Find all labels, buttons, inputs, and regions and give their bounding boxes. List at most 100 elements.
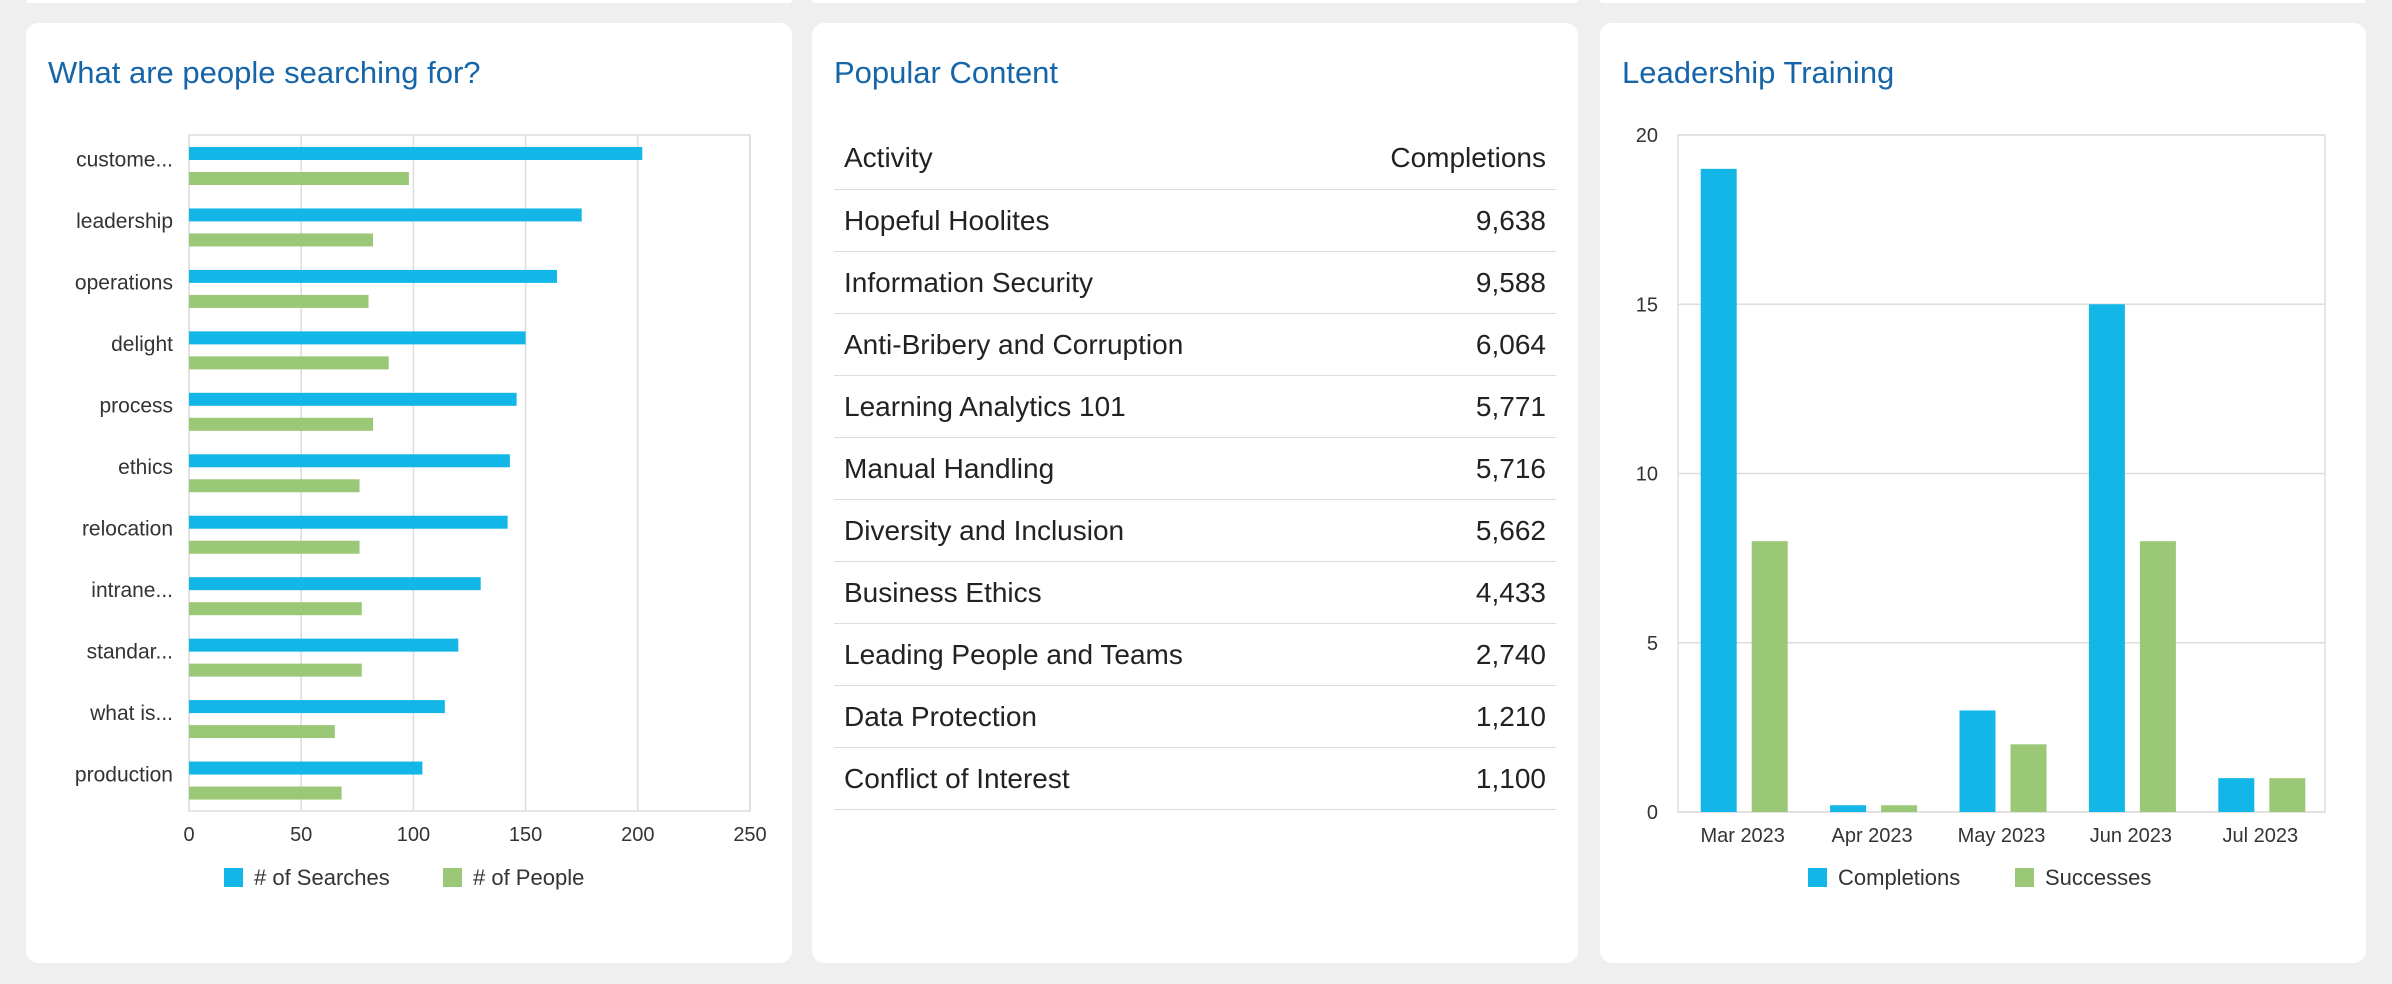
bar-searches xyxy=(189,700,445,714)
y-category-label: ethics xyxy=(118,456,173,479)
x-category-label: Mar 2023 xyxy=(1700,825,1785,847)
y-category-label: what is... xyxy=(89,702,173,725)
completions-cell: 5,662 xyxy=(1475,514,1546,546)
bar-searches xyxy=(189,515,508,529)
x-category-label: May 2023 xyxy=(1958,825,2046,847)
bar-searches xyxy=(189,392,517,406)
bar-people xyxy=(189,356,389,370)
bar-people xyxy=(189,172,409,185)
column-completions xyxy=(2088,304,2125,812)
legend-label: Completions xyxy=(1838,865,1960,890)
completions-cell: 6,064 xyxy=(1475,328,1546,360)
completions-cell: 5,771 xyxy=(1475,390,1546,422)
legend-swatch xyxy=(2015,868,2034,887)
card-title: Popular Content xyxy=(834,55,1059,90)
popular-content-card: Popular Content Activity Completions Hop… xyxy=(812,23,1578,963)
legend-label: # of People xyxy=(473,865,584,890)
y-tick-label: 10 xyxy=(1636,464,1658,486)
bar-people xyxy=(189,786,342,800)
bar-people xyxy=(189,725,335,739)
y-category-label: relocation xyxy=(82,517,173,540)
bar-people xyxy=(189,233,374,247)
bar-searches xyxy=(189,147,643,160)
activity-cell: Conflict of Interest xyxy=(844,762,1070,794)
bar-searches xyxy=(189,331,526,345)
column-successes xyxy=(2010,744,2047,812)
bar-people xyxy=(189,417,374,431)
bar-people xyxy=(189,663,362,677)
bar-people xyxy=(189,294,369,308)
column-completions xyxy=(1700,168,1737,813)
y-tick-label: 20 xyxy=(1636,125,1658,147)
legend-swatch xyxy=(443,868,462,887)
activity-cell: Hopeful Hoolites xyxy=(844,204,1050,236)
x-tick-label: 50 xyxy=(290,824,312,846)
bar-people xyxy=(189,479,360,493)
plot-area xyxy=(1677,134,2326,813)
activity-cell: Business Ethics xyxy=(844,576,1042,608)
column-successes xyxy=(2269,778,2306,812)
activity-cell: Diversity and Inclusion xyxy=(844,514,1125,546)
table-row[interactable]: Diversity and Inclusion 5,662 xyxy=(834,500,1556,562)
completions-cell: 1,210 xyxy=(1475,700,1546,732)
x-tick-label: 150 xyxy=(509,824,542,846)
completions-cell: 9,588 xyxy=(1475,266,1546,298)
bar-people xyxy=(189,602,362,616)
completions-cell: 9,638 xyxy=(1475,204,1546,236)
activity-cell: Learning Analytics 101 xyxy=(844,390,1126,422)
bar-searches xyxy=(189,269,558,283)
column-header-completions[interactable]: Completions xyxy=(1390,142,1546,173)
bar-searches xyxy=(189,577,481,591)
table-row[interactable]: Leading People and Teams 2,740 xyxy=(834,624,1556,686)
x-category-label: Jul 2023 xyxy=(2222,825,2298,847)
completions-cell: 5,716 xyxy=(1475,452,1546,484)
table-row[interactable]: Information Security 9,588 xyxy=(834,252,1556,314)
bar-searches xyxy=(189,208,582,222)
y-category-label: production xyxy=(75,763,173,786)
plot-area xyxy=(188,134,751,812)
bar-searches xyxy=(189,454,510,468)
activity-cell: Data Protection xyxy=(844,700,1037,732)
legend-label: Successes xyxy=(2045,865,2151,890)
column-completions xyxy=(1959,710,1996,812)
y-category-label: leadership xyxy=(76,210,173,233)
completions-cell: 2,740 xyxy=(1475,638,1546,670)
completions-cell: 4,433 xyxy=(1475,576,1546,608)
completions-cell: 1,100 xyxy=(1475,762,1546,794)
x-tick-label: 100 xyxy=(397,824,430,846)
activity-cell: Anti-Bribery and Corruption xyxy=(844,328,1184,360)
x-category-label: Jun 2023 xyxy=(2090,825,2172,847)
training-column-chart: 0 5 10 15 20 Mar 2023 Apr 2023 May 2023 Jun 2023… xyxy=(1636,125,2326,890)
y-category-label: delight xyxy=(111,333,173,356)
x-category-label: Apr 2023 xyxy=(1832,825,1913,847)
y-category-label: custome... xyxy=(76,149,173,172)
card-title: What are people searching for? xyxy=(48,55,481,90)
x-tick-label: 200 xyxy=(621,824,654,846)
y-category-label: standar... xyxy=(87,640,173,663)
column-completions xyxy=(1830,805,1867,812)
y-tick-label: 0 xyxy=(1647,802,1658,824)
table-row[interactable]: Conflict of Interest 1,100 xyxy=(834,748,1556,810)
card-above-right xyxy=(1600,0,2366,3)
column-successes xyxy=(1881,805,1918,812)
search-chart-card: What are people searching for? 0 50 100 150… xyxy=(26,23,792,963)
card-title: Leadership Training xyxy=(1622,55,1895,90)
table-row[interactable]: Data Protection 1,210 xyxy=(834,686,1556,748)
popular-content-table: Activity Completions Hopeful Hoolites 9,6… xyxy=(834,127,1556,810)
search-bar-chart: 0 50 100 150 200 250 custome... leadership opera… xyxy=(75,134,767,890)
legend-swatch xyxy=(224,868,243,887)
column-header-activity[interactable]: Activity xyxy=(844,142,933,173)
bar-searches xyxy=(189,761,423,775)
column-successes xyxy=(1751,541,1788,812)
table-row[interactable]: Anti-Bribery and Corruption 6,064 xyxy=(834,314,1556,376)
column-completions xyxy=(2218,778,2255,812)
y-category-label: process xyxy=(99,395,173,418)
table-row[interactable]: Hopeful Hoolites 9,638 xyxy=(834,190,1556,252)
table-row[interactable]: Learning Analytics 101 5,771 xyxy=(834,376,1556,438)
table-row[interactable]: Manual Handling 5,716 xyxy=(834,438,1556,500)
legend-label: # of Searches xyxy=(254,865,390,890)
bar-people xyxy=(189,540,360,554)
activity-cell: Manual Handling xyxy=(844,452,1055,484)
activity-cell: Information Security xyxy=(844,266,1093,298)
table-row[interactable]: Business Ethics 4,433 xyxy=(834,562,1556,624)
